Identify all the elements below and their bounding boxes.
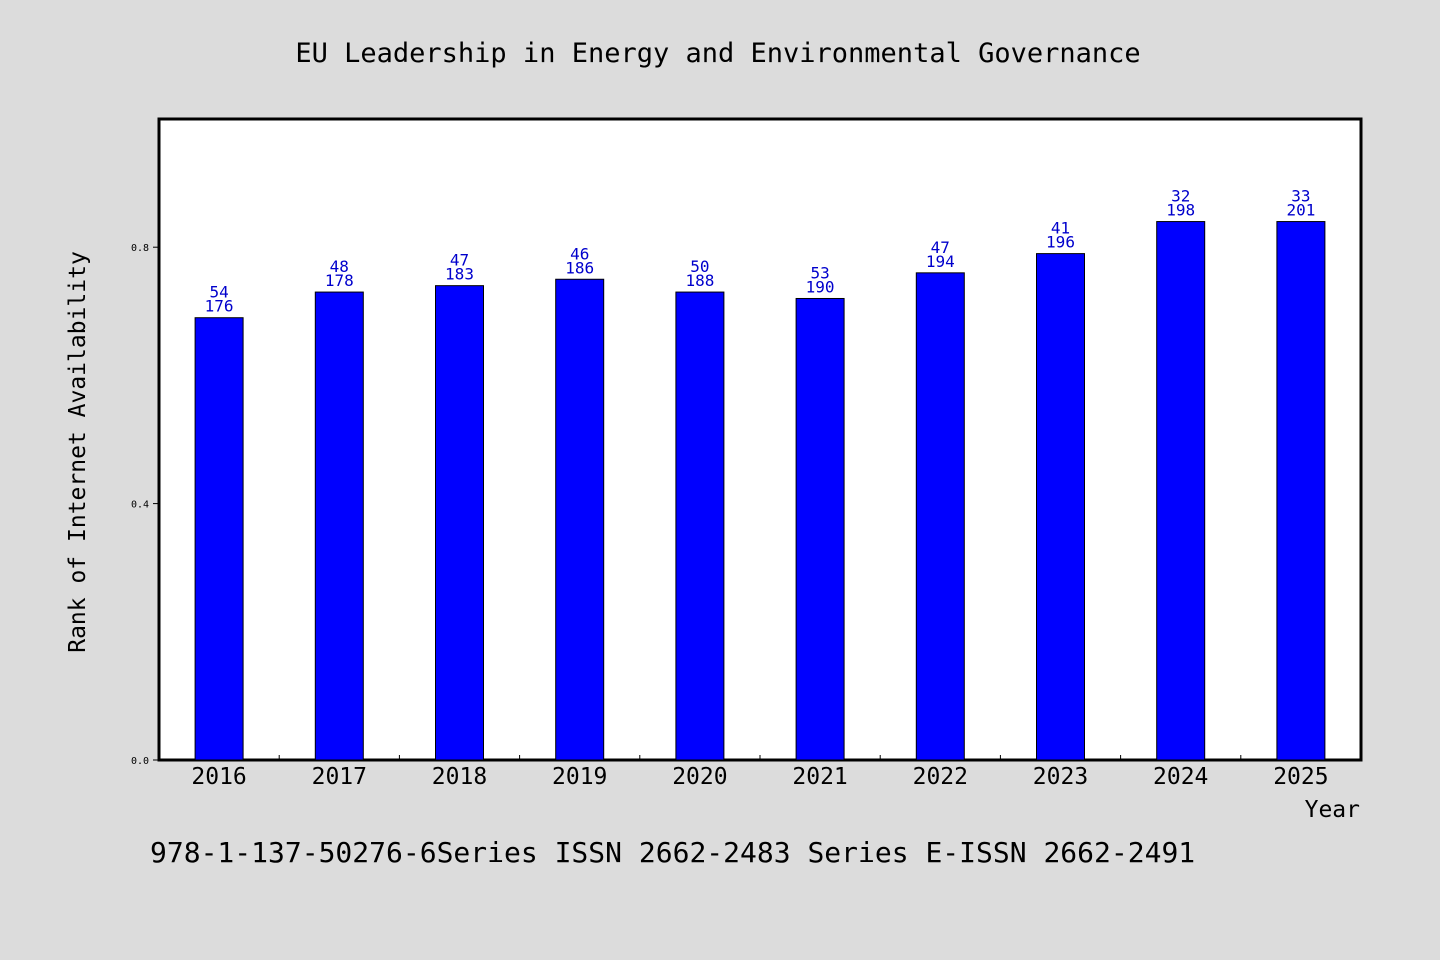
bar-2024 — [1156, 221, 1206, 761]
x-axis: 2016 2017 2018 2019 2020 2021 2022 2023 2024 2025 — [191, 755, 1329, 790]
data-label-top: 50 — [690, 257, 709, 276]
data-label-bottom: 198 — [1166, 201, 1195, 220]
bar-2017 — [314, 291, 364, 761]
data-label-top: 33 — [1291, 187, 1310, 206]
data-label-bottom: 186 — [565, 258, 594, 277]
x-tick-label: 2019 — [552, 764, 607, 790]
bar-series — [194, 221, 1326, 761]
y-axis-label: Rank of Internet Availability — [65, 251, 91, 653]
data-label-top: 32 — [1171, 187, 1190, 206]
data-label-top: 54 — [209, 283, 228, 302]
bar-2021 — [795, 297, 845, 761]
data-label-top: 41 — [1051, 219, 1070, 238]
y-axis: 0.0 0.4 0.8 — [131, 243, 159, 767]
data-label-top: 47 — [931, 238, 950, 257]
data-label-top: 53 — [810, 263, 829, 282]
bar-2022 — [915, 272, 965, 761]
data-label-bottom: 188 — [685, 271, 714, 290]
data-label-top: 48 — [330, 257, 349, 276]
bar-2019 — [555, 278, 605, 761]
y-tick-label: 0.0 — [131, 756, 149, 767]
x-tick-label: 2020 — [672, 764, 727, 790]
data-label-bottom: 176 — [205, 297, 234, 316]
bar-2018 — [435, 285, 484, 761]
x-tick-label: 2023 — [1033, 764, 1088, 790]
data-label-bottom: 178 — [325, 271, 354, 290]
data-label-bottom: 194 — [926, 252, 955, 271]
y-tick-label: 0.8 — [131, 243, 149, 254]
x-axis-label: Year — [1305, 797, 1360, 823]
x-tick-label: 2021 — [792, 764, 847, 790]
x-tick-label: 2017 — [312, 764, 367, 790]
data-label-top: 46 — [570, 244, 589, 263]
bar-2023 — [1036, 253, 1085, 761]
bar-2016 — [194, 317, 244, 761]
footer-isbn-text: 978-1-137-50276-6Series ISSN 2662-2483 S… — [150, 836, 1195, 869]
x-tick-label: 2022 — [913, 764, 968, 790]
data-label-bottom: 196 — [1046, 233, 1075, 252]
data-label-bottom: 190 — [806, 277, 835, 296]
chart-title: EU Leadership in Energy and Environmenta… — [295, 38, 1140, 69]
data-label-bottom: 183 — [445, 265, 474, 284]
bar-2020 — [675, 291, 725, 761]
x-tick-label: 2024 — [1153, 764, 1208, 790]
x-tick-label: 2016 — [191, 764, 246, 790]
x-tick-label: 2025 — [1273, 764, 1328, 790]
data-label-top: 47 — [450, 251, 469, 270]
x-tick-label: 2018 — [432, 764, 487, 790]
y-tick-label: 0.4 — [131, 500, 149, 511]
data-label-bottom: 201 — [1286, 201, 1315, 220]
bar-2025 — [1276, 221, 1326, 761]
